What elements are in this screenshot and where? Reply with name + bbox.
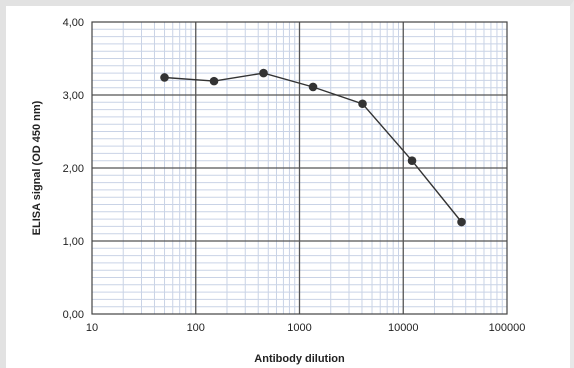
x-axis-title: Antibody dilution	[254, 353, 345, 365]
y-tick-label: 2,00	[63, 163, 84, 175]
data-point	[160, 73, 169, 82]
x-tick-label: 10	[86, 322, 98, 334]
y-tick-label: 0,00	[63, 309, 84, 321]
series-group	[160, 68, 466, 227]
major-grid	[92, 22, 507, 314]
data-point	[209, 76, 219, 86]
data-point	[308, 82, 318, 92]
x-tick-labels: 10 100 1000 10000 100000	[86, 322, 525, 334]
plot-border	[91, 21, 508, 315]
data-point	[259, 68, 268, 78]
x-tick-label: 100	[187, 322, 205, 334]
y-tick-label: 4,00	[63, 17, 84, 29]
y-tick-label: 3,00	[63, 90, 84, 102]
x-tick-label: 1000	[287, 322, 311, 334]
x-tick-label: 10000	[388, 322, 419, 334]
x-tick-label: 100000	[489, 322, 526, 334]
data-point	[358, 99, 367, 109]
data-point	[457, 217, 466, 227]
y-tick-label: 1,00	[63, 236, 84, 248]
data-point	[407, 156, 417, 165]
y-axis-title: ELISA signal (OD 450 nm)	[31, 100, 43, 235]
y-tick-labels: 0,00 1,00 2,00 3,00 4,00	[63, 17, 84, 321]
